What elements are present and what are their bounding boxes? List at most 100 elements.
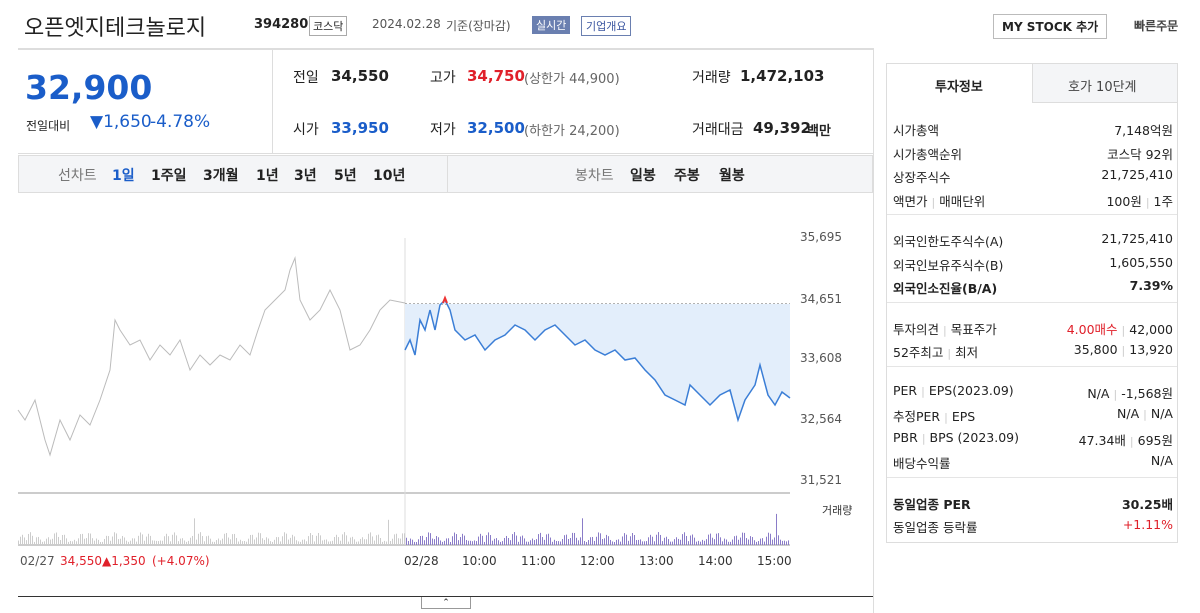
volume-bar [306,541,307,545]
volume-bar [308,536,309,545]
volume-bar [560,541,561,545]
candle-tab[interactable]: 일봉 [630,168,656,184]
volume-bar [124,537,125,545]
volume-bar [368,533,369,545]
volume-bar [304,539,305,545]
side-tab[interactable]: 호가 10단계 [1068,80,1137,95]
volume-bar [706,539,707,545]
divider [272,50,273,154]
volume-bar [190,537,191,545]
volume-bar [226,533,227,545]
period-tab[interactable]: 1년 [256,168,279,184]
label-cell: 시가총액순위 [893,144,962,163]
volume-bar [430,533,431,545]
volume-bar [130,540,131,545]
volume-bar [460,537,461,545]
volume-bar [572,532,573,545]
volume-bar [412,539,413,545]
volume-bar [252,534,253,545]
period-tab[interactable]: 3개월 [203,168,239,184]
candle-tab[interactable]: 주봉 [674,168,700,184]
volume-bar [624,533,625,545]
volume-bar [422,535,423,545]
period-tab[interactable]: 1일 [112,168,135,184]
y-tick-label: 32,564 [800,412,842,426]
label-cell: 52주최고 | 최저 [893,345,979,360]
info-label: 외국인소진율(B/A) [893,281,998,296]
volume-bar [416,541,417,545]
stock-name: 오픈엣지테크놀로지 [24,16,207,41]
period-tab[interactable]: 5년 [334,168,357,184]
volume-bar [660,534,661,545]
volume-bar [340,540,341,545]
value-cell: 35,800 | 13,920 [1073,342,1173,357]
volume-bar [774,537,775,545]
volume-bar [446,538,447,545]
volume-bar [72,541,73,545]
volume-bar [26,540,27,545]
volume-bar [194,518,195,545]
info-label: 시가총액순위 [893,146,963,162]
my-stock-button[interactable]: MY STOCK 추가 [993,14,1108,39]
volume-bar [610,539,611,545]
label-cell: PER | EPS(2023.09) [893,382,1014,398]
volume-bar [474,540,475,545]
period-tab[interactable]: 10년 [373,168,406,184]
volume-bar [260,533,261,545]
volume-bar [458,540,459,545]
candle-tab[interactable]: 월봉 [719,168,745,184]
info-value: 7.39% [1129,278,1173,293]
volume-bar [540,532,541,545]
volume-bar [218,538,219,545]
volume-bar [438,537,439,545]
prev-day-line [17,256,406,457]
volume-bar [508,537,509,545]
volume-bar [388,519,389,545]
volume-bar [516,535,517,545]
volume-bar [102,541,103,545]
volume-bar [498,540,499,545]
volume-bar [720,537,721,545]
volume-bar [668,539,669,545]
volume-bar [620,541,621,545]
volume-bar [336,534,337,545]
volume-bar [56,532,57,545]
company-info[interactable]: 기업개요 [581,16,632,36]
volume-bar [758,541,759,545]
volume-bar [318,532,319,545]
period-tab[interactable]: 1주일 [151,168,187,184]
side-panel [886,63,1178,543]
volume-bar [354,539,355,545]
volume-bar [364,539,365,545]
info-value: 47.34배 [1078,432,1126,448]
volume-bar [108,536,109,545]
volume-bar [66,538,67,545]
volume-bar [290,537,291,545]
volume-bar [468,540,469,545]
volume-bar [288,539,289,545]
volume-bar [232,534,233,545]
info-value: 100원 [1106,193,1142,209]
volume-bar [328,541,329,545]
volume-bar [528,541,529,545]
high-marker [442,295,448,304]
volume-value: 1,472,103 [740,67,825,85]
collapse-button[interactable]: ⌃ [421,597,471,609]
volume-bar [168,536,169,545]
quick-order[interactable]: 빠른주문 [1134,19,1179,33]
volume-bar [504,537,505,545]
volume-bar [366,539,367,545]
volume-bar [500,541,501,545]
volume-bar [472,541,473,545]
period-tab[interactable]: 3년 [294,168,317,184]
y-tick-label: 33,608 [800,351,842,365]
value-cell: N/A | -1,568원 [1087,385,1173,401]
volume-bar [766,536,767,545]
volume-bar [92,538,93,545]
volume-bar [296,540,297,545]
volume-bar [256,537,257,545]
volume-bar [428,532,429,545]
info-label: 추정PER [893,409,941,424]
volume-bar [22,534,23,545]
volume-bar [450,541,451,545]
